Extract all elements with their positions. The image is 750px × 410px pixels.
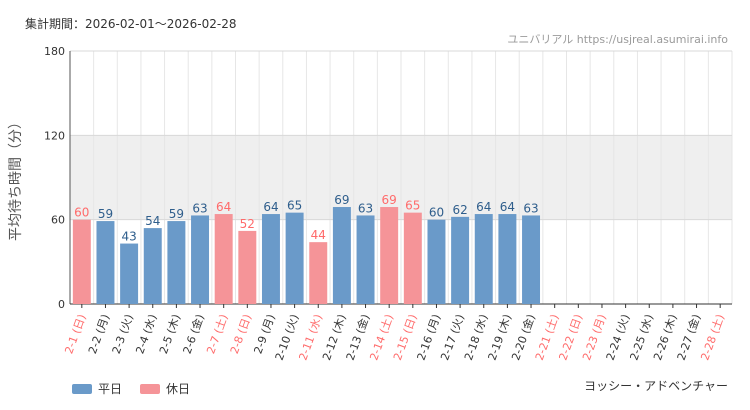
bar bbox=[451, 216, 470, 304]
x-tick-label: 2-3 (火) bbox=[110, 313, 136, 356]
bar bbox=[238, 230, 257, 304]
value-label: 63 bbox=[523, 201, 538, 215]
bar bbox=[309, 242, 328, 304]
x-tick-label: 2-8 (日) bbox=[228, 313, 254, 356]
value-label: 65 bbox=[287, 199, 302, 213]
value-label: 60 bbox=[429, 206, 444, 220]
value-label: 62 bbox=[452, 203, 467, 217]
value-label: 64 bbox=[476, 200, 491, 214]
x-tick-label: 2-4 (水) bbox=[133, 313, 159, 356]
bar bbox=[72, 219, 91, 304]
attraction-name: ヨッシー・アドベンチャー bbox=[584, 379, 728, 393]
y-tick-label: 180 bbox=[44, 45, 65, 58]
bar bbox=[474, 214, 493, 304]
x-tick-label: 2-28 (土) bbox=[698, 313, 727, 363]
value-label: 63 bbox=[192, 201, 207, 215]
x-tick-label: 2-6 (金) bbox=[180, 312, 207, 355]
y-tick-label: 60 bbox=[51, 214, 65, 227]
bar bbox=[214, 214, 233, 304]
period-label: 集計期間：2026-02-01～2026-02-28 bbox=[25, 17, 237, 31]
value-label: 60 bbox=[74, 206, 89, 220]
value-label: 59 bbox=[169, 207, 184, 221]
value-label: 43 bbox=[121, 230, 136, 244]
bar bbox=[261, 214, 280, 304]
gridlines bbox=[69, 50, 733, 305]
legend-swatch-weekday bbox=[72, 383, 92, 394]
bar bbox=[522, 215, 541, 304]
y-tick-label: 120 bbox=[44, 129, 65, 142]
bar bbox=[96, 221, 115, 304]
bar bbox=[380, 207, 399, 304]
y-tick-label: 0 bbox=[58, 298, 65, 311]
x-tick-labels: 2-1 (日)2-2 (月)2-3 (火)2-4 (水)2-5 (木)2-6 (… bbox=[62, 312, 727, 362]
bar bbox=[332, 207, 351, 304]
value-label: 64 bbox=[500, 200, 515, 214]
value-label: 64 bbox=[263, 200, 278, 214]
x-tick-label: 2-9 (月) bbox=[252, 313, 278, 356]
legend-swatch-holiday bbox=[140, 383, 161, 394]
x-tick-label: 2-5 (木) bbox=[157, 313, 183, 356]
bar bbox=[285, 212, 304, 304]
value-label: 69 bbox=[334, 193, 349, 207]
bar bbox=[143, 228, 162, 304]
bar bbox=[427, 219, 446, 304]
bar bbox=[356, 215, 375, 304]
bars bbox=[72, 207, 541, 304]
value-labels: 60 59 43 54 59 63 64 52 64 65 44 69 63 69 65 60 62 64 64 63 bbox=[74, 193, 538, 244]
bar bbox=[403, 212, 422, 304]
y-axis-label: 平均待ち時間（分） bbox=[8, 115, 24, 241]
legend: 平日 休日 bbox=[72, 380, 190, 397]
x-tick-label: 2-2 (月) bbox=[86, 313, 112, 356]
legend-label-holiday: 休日 bbox=[166, 382, 191, 396]
site-watermark: ユニバリアル https://usjreal.asumirai.info bbox=[507, 33, 728, 46]
value-label: 63 bbox=[358, 201, 373, 215]
bar bbox=[498, 214, 517, 304]
x-tick-label: 2-7 (土) bbox=[204, 313, 230, 356]
value-label: 65 bbox=[405, 199, 420, 213]
x-tick-label: 2-1 (日) bbox=[62, 313, 88, 356]
legend-label-weekday: 平日 bbox=[98, 382, 123, 396]
bar bbox=[120, 243, 139, 304]
y-tick-labels: 0 60 120 180 bbox=[44, 45, 65, 311]
value-label: 44 bbox=[311, 228, 326, 242]
value-label: 69 bbox=[382, 193, 397, 207]
value-label: 64 bbox=[216, 200, 231, 214]
legend-item-weekday[interactable]: 平日 bbox=[72, 380, 122, 397]
bar bbox=[191, 215, 210, 304]
value-label: 52 bbox=[240, 217, 255, 231]
legend-item-holiday[interactable]: 休日 bbox=[140, 380, 190, 397]
value-label: 59 bbox=[98, 207, 113, 221]
bar bbox=[167, 221, 186, 304]
value-label: 54 bbox=[145, 214, 160, 228]
